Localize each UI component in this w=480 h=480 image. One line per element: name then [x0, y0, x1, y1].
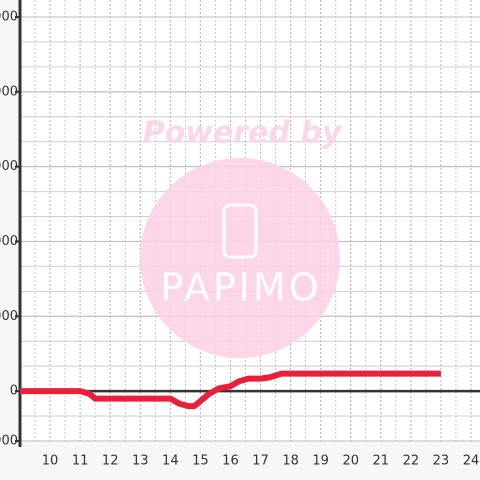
x-tick-label: 19 — [312, 454, 329, 469]
x-tick-label: 21 — [373, 454, 390, 469]
x-tick-label: 13 — [132, 454, 149, 469]
y-tick-label: 0 — [10, 384, 18, 399]
plot: -20,000 0 30,000 60,000 90,000 120,000 150,000… — [0, 0, 480, 469]
x-tick-label: 23 — [433, 454, 450, 469]
x-tick-label: 22 — [403, 454, 420, 469]
x-tick-label: 18 — [282, 454, 299, 469]
watermark-text: Powered by — [143, 116, 343, 151]
x-tick-label: 16 — [222, 454, 239, 469]
watermark-icon — [222, 203, 258, 259]
line-series — [20, 370, 441, 410]
y-tick-label: 60,000 — [0, 234, 18, 249]
y-tick-label: 120,000 — [0, 84, 18, 99]
x-tick-label: 17 — [252, 454, 269, 469]
x-tick-label: 24 — [463, 454, 480, 469]
x-tick-label: 12 — [102, 454, 119, 469]
x-tick-label: 15 — [192, 454, 209, 469]
x-tick-label: 11 — [72, 454, 89, 469]
y-tick-label: 30,000 — [0, 309, 18, 324]
y-tick-label: 150,000 — [0, 10, 18, 25]
x-tick-label: 14 — [162, 454, 179, 469]
watermark: Powered by PAPIMO — [140, 116, 343, 358]
y-tick-label: -20,000 — [0, 434, 18, 449]
x-tick-label: 10 — [42, 454, 59, 469]
x-tick-label: 20 — [342, 454, 359, 469]
y-tick-label: 90,000 — [0, 159, 18, 174]
watermark-logo: PAPIMO — [160, 266, 321, 310]
